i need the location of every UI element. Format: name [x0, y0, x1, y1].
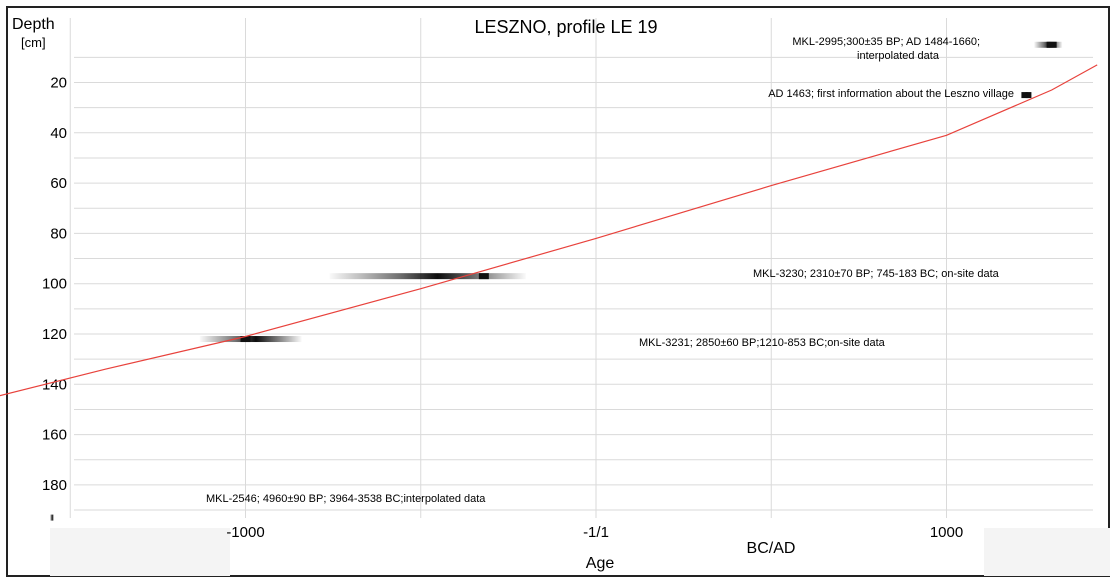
y-axis-label: Depth — [12, 16, 55, 33]
age-depth-model-line — [0, 64, 1098, 397]
x-axis-era-label: BC/AD — [747, 540, 796, 557]
scan-strip — [50, 528, 230, 576]
y-tick-label: 100 — [42, 276, 67, 293]
y-tick-label: 20 — [50, 75, 67, 92]
date-probability-band — [329, 273, 526, 280]
date-peak-mark — [478, 273, 489, 280]
y-tick-label: 140 — [42, 376, 67, 393]
y-tick-label: 80 — [50, 225, 67, 242]
gridlines — [50, 18, 1110, 576]
calibrated-date-bands — [50, 41, 1063, 521]
date-peak-mark — [240, 336, 251, 343]
date-peak-mark — [1046, 41, 1057, 48]
date-label: MKL-3231; 2850±60 BP;1210-853 BC;on-site… — [639, 337, 886, 349]
date-label: MKL-3230; 2310±70 BP; 745-183 BC; on-sit… — [753, 268, 1000, 280]
y-tick-label: 160 — [42, 427, 67, 444]
y-tick-label: 120 — [42, 326, 67, 343]
y-tick-label: 60 — [50, 175, 67, 192]
date-label: MKL-2995;300±35 BP; AD 1484-1660; — [792, 36, 980, 48]
chart-title: LESZNO, profile LE 19 — [474, 17, 657, 37]
x-tick-label: 1000 — [930, 524, 963, 541]
scan-strip — [984, 528, 1110, 576]
x-tick-label: -1/1 — [583, 524, 609, 541]
date-label-line2: interpolated data — [857, 50, 940, 62]
date-probability-band — [50, 514, 54, 521]
y-tick-label: 40 — [50, 125, 67, 142]
date-label: MKL-2546; 4960±90 BP; 3964-3538 BC;inter… — [206, 493, 486, 505]
chart-frame — [6, 6, 1110, 577]
tick-labels: -3000-2000-1000-1/1100020406080100120140… — [42, 75, 963, 542]
y-axis-unit: [cm] — [21, 35, 46, 50]
x-tick-label: -1000 — [226, 524, 264, 541]
date-peak-mark — [1021, 92, 1032, 99]
x-axis-label: Age — [586, 555, 615, 572]
date-annotations: MKL-2546; 4960±90 BP; 3964-3538 BC;inter… — [206, 36, 1014, 505]
date-probability-band — [199, 336, 302, 343]
y-tick-label: 180 — [42, 477, 67, 494]
date-label: AD 1463; first information about the Les… — [768, 88, 1014, 100]
